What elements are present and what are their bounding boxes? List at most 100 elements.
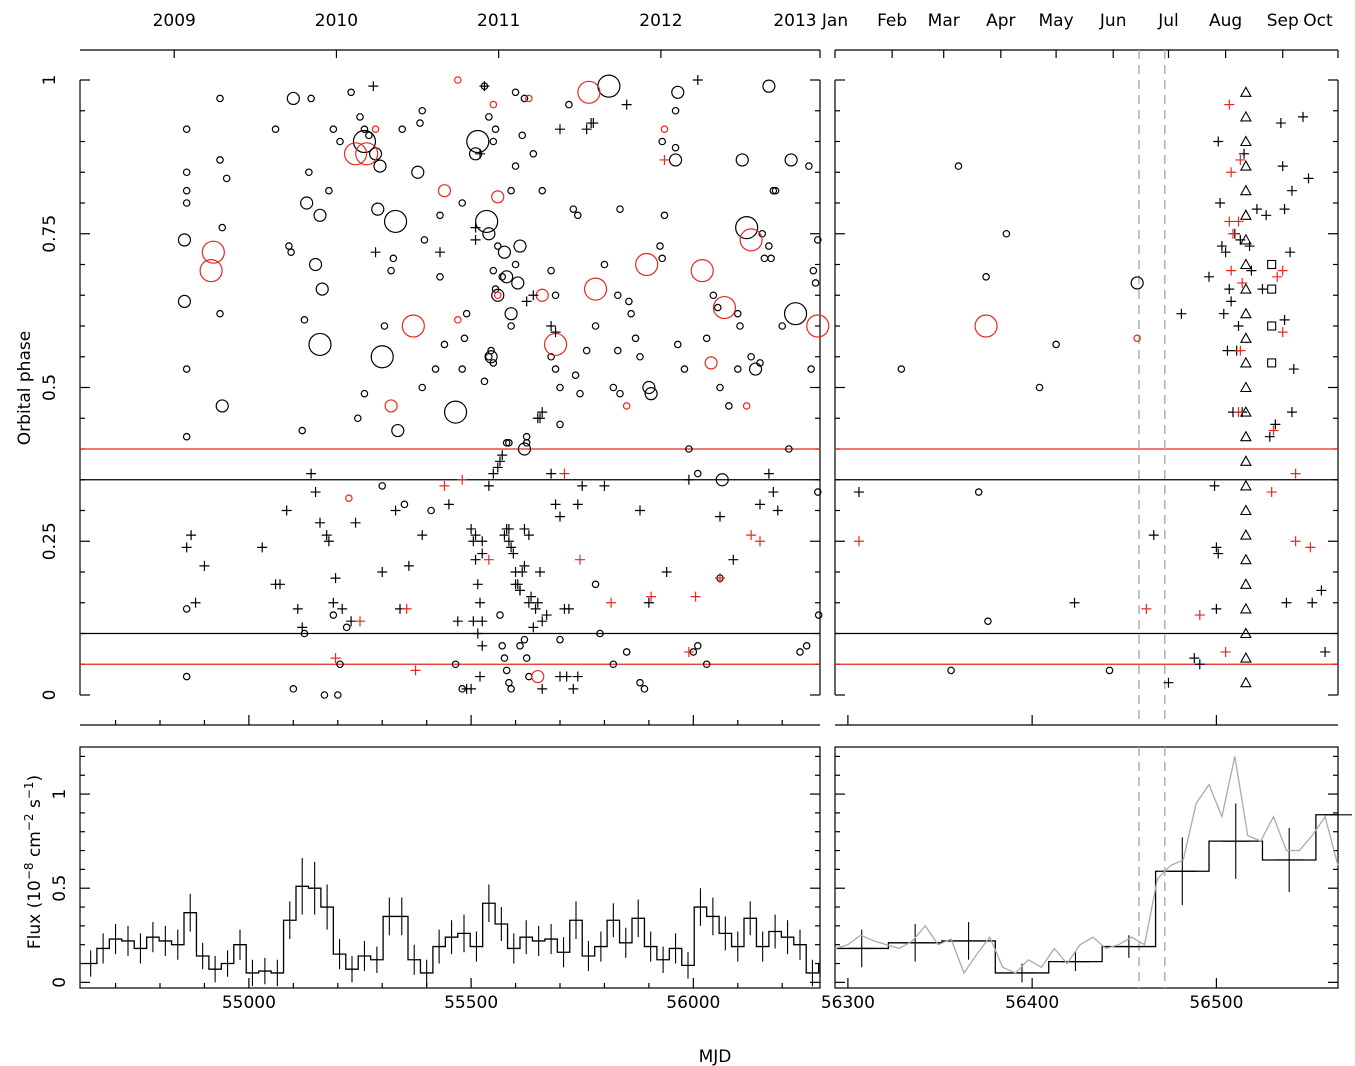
plus-point (337, 603, 348, 614)
plus-point (1226, 167, 1237, 178)
plus-point (683, 646, 694, 657)
circle-point (491, 288, 505, 302)
circle-point (347, 88, 355, 97)
plus-point (488, 468, 499, 479)
circle-point (742, 402, 751, 410)
plus-point (508, 548, 519, 559)
top-tick-label: Feb (877, 11, 907, 31)
plus-point (499, 530, 510, 541)
plus-point (537, 407, 548, 418)
triangle-point (1239, 209, 1252, 220)
circle-point (685, 445, 693, 453)
circle-point (451, 660, 460, 669)
circle-point (1002, 229, 1011, 238)
plus-point (555, 124, 565, 135)
circle-point (391, 423, 405, 438)
plus-point (523, 530, 534, 541)
circle-point (713, 303, 722, 312)
plus-point (519, 523, 530, 534)
plus-point (606, 597, 617, 608)
circle-point (736, 322, 744, 330)
flux-label-part: cm (25, 831, 45, 862)
plus-point (497, 450, 508, 461)
circle-point (613, 346, 622, 355)
plus-point (1244, 241, 1255, 252)
plus-point (1220, 646, 1231, 657)
circle-point (547, 352, 555, 361)
plus-point (643, 597, 654, 608)
circle-point (947, 666, 955, 675)
plus-point (535, 567, 545, 577)
plus-point (439, 480, 450, 491)
circle-point (458, 365, 467, 373)
plus-point (546, 468, 557, 479)
plus-point (403, 560, 414, 571)
circle-point (522, 439, 531, 447)
circle-point (573, 211, 582, 220)
plus-point (1213, 136, 1224, 147)
plus-point (661, 567, 672, 577)
plus-point (1251, 204, 1262, 215)
circle-point (308, 332, 332, 357)
axes-frames (79, 49, 1339, 989)
circle-point (418, 106, 427, 115)
circle-point (805, 162, 813, 170)
triangle-point (1239, 553, 1252, 565)
circle-point (482, 227, 496, 241)
circle-point (398, 125, 407, 134)
circle-point (811, 279, 820, 287)
circle-point (507, 322, 515, 330)
triangle-point (1239, 528, 1252, 540)
circle-point (489, 266, 498, 275)
plus-point (1288, 364, 1299, 375)
circle-point (556, 420, 564, 429)
circle-point (505, 439, 513, 447)
circle-point (569, 205, 578, 213)
plus-point (443, 499, 454, 510)
square-point (1267, 321, 1277, 331)
circle-point (525, 672, 533, 681)
circle-point (600, 260, 609, 269)
circle-point (671, 143, 680, 152)
circle-point (216, 94, 224, 103)
plus-point (1226, 265, 1237, 276)
circle-point (384, 399, 398, 413)
plus-point (466, 523, 477, 534)
flux-label-exponent: −2 (22, 813, 36, 831)
plus-point (599, 480, 610, 491)
plus-point (1268, 425, 1279, 436)
square-point (1267, 284, 1277, 294)
plus-point (1305, 542, 1316, 553)
circle-point (640, 685, 649, 693)
plus-point (470, 554, 481, 565)
plus-point (1279, 314, 1290, 325)
plus-point (470, 234, 481, 245)
triangle-point (1239, 356, 1252, 368)
plus-point (470, 222, 481, 233)
circle-point (551, 291, 560, 300)
flux-label-part: ) (25, 775, 45, 782)
circle-point (693, 469, 702, 478)
y-axis-label-phase: Orbital phase (15, 331, 35, 445)
circle-point (182, 186, 191, 195)
plus-point (1270, 419, 1281, 430)
circle-point (511, 162, 520, 170)
circle-point (704, 356, 718, 370)
circle-point (320, 691, 329, 699)
plus-point (635, 505, 645, 516)
circle-point (489, 100, 498, 109)
circle-point (182, 365, 191, 373)
x-axis-label: MJD (699, 1047, 732, 1066)
circle-point (222, 174, 231, 183)
circle-point (418, 383, 427, 392)
top-tick-label: May (1039, 11, 1074, 31)
circle-point (1052, 340, 1060, 349)
triangle-point (1239, 282, 1252, 294)
plus-point (477, 640, 488, 651)
circle-point (201, 240, 225, 264)
circle-point (507, 685, 515, 693)
plus-point (1316, 585, 1327, 596)
plus-point (1209, 480, 1220, 491)
circle-point (305, 168, 313, 177)
